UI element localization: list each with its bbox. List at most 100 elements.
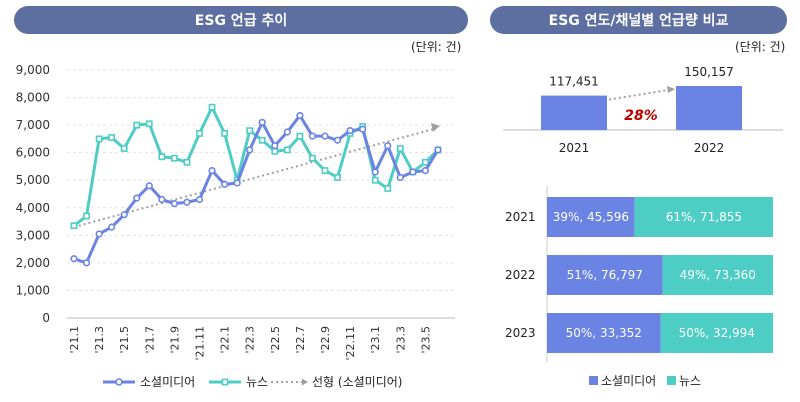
- x-tick-label: '21.9: [168, 326, 181, 354]
- growth-arrow-head: [667, 86, 675, 93]
- bar-value-label: 150,157: [684, 65, 734, 79]
- y-tick-label: 2,000: [16, 256, 50, 270]
- data-point: [296, 111, 304, 120]
- year-bar: [541, 95, 607, 130]
- data-point: [384, 142, 392, 150]
- left-unit-label: (단위: 건): [411, 40, 462, 54]
- year-bar: [676, 86, 742, 130]
- right-panel-title: ESG 연도/채널별 언급량 비교: [490, 6, 787, 34]
- data-point: [359, 125, 367, 133]
- stack-label-news: 61%, 71,855: [666, 210, 742, 224]
- x-tick-label: '22.1: [219, 326, 232, 354]
- y-tick-label: 5,000: [16, 173, 50, 187]
- data-point: [133, 121, 141, 129]
- data-point: [195, 195, 204, 204]
- stack-label-news: 49%, 73,360: [680, 268, 756, 282]
- x-tick-label: '23.1: [369, 326, 382, 354]
- data-point: [421, 166, 430, 175]
- x-tick-label: '22.3: [244, 326, 257, 354]
- data-point: [346, 127, 354, 135]
- trend-arrow: [430, 122, 440, 132]
- stack-label-news: 50%, 32,994: [679, 326, 755, 340]
- stack-segment-news: [660, 313, 773, 353]
- bar-category-label: 2021: [559, 141, 590, 155]
- data-point: [321, 167, 329, 174]
- stack-category-label: 2021: [505, 210, 536, 224]
- left-panel-title: ESG 언급 추이: [14, 6, 468, 34]
- data-point: [333, 136, 342, 144]
- legend-stack-social-swatch: [589, 376, 598, 385]
- legend-stack-social-label: 소셜미디어: [601, 374, 656, 388]
- y-tick-label: 0: [42, 311, 50, 325]
- data-point: [434, 146, 442, 154]
- legend-news-label: 뉴스: [246, 375, 268, 389]
- data-point: [108, 134, 116, 141]
- data-point: [409, 168, 417, 176]
- stack-segment-social: [547, 313, 661, 353]
- data-point: [83, 212, 90, 220]
- data-point: [82, 259, 91, 267]
- right-unit-label: (단위: 건): [735, 40, 786, 54]
- stack-segment-social: [547, 255, 663, 295]
- data-point: [70, 255, 78, 263]
- stack-label-social: 51%, 76,797: [567, 268, 643, 282]
- data-point: [271, 142, 279, 150]
- growth-arrow-line: [608, 89, 669, 101]
- legend-social-label: 소셜미디어: [140, 375, 195, 389]
- data-point: [296, 132, 304, 140]
- data-point: [70, 222, 78, 230]
- data-point: [120, 211, 128, 219]
- data-point: [120, 145, 128, 152]
- x-tick-label: '21.5: [118, 326, 131, 354]
- data-point: [183, 198, 191, 206]
- data-point: [221, 180, 229, 188]
- data-point: [308, 132, 317, 140]
- data-point: [208, 103, 216, 111]
- x-tick-label: '21.1: [68, 326, 81, 354]
- x-tick-label: '22.11: [344, 326, 357, 361]
- data-point: [283, 128, 291, 136]
- stack-category-label: 2023: [505, 326, 536, 340]
- data-point: [221, 129, 228, 137]
- x-tick-label: '21.11: [194, 326, 207, 361]
- x-tick-label: '22.5: [269, 326, 282, 354]
- stack-label-social: 50%, 33,352: [566, 326, 642, 340]
- data-point: [271, 147, 279, 155]
- data-point: [258, 136, 266, 144]
- data-point: [145, 182, 153, 190]
- legend-news-marker: [221, 378, 229, 386]
- data-point: [233, 179, 241, 187]
- data-point: [145, 120, 153, 128]
- stack-label-social: 39%, 45,596: [553, 210, 629, 224]
- data-point: [246, 146, 254, 154]
- data-point: [421, 158, 429, 166]
- bar-value-label: 117,451: [549, 75, 599, 89]
- data-point: [371, 176, 379, 184]
- stack-segment-news: [634, 197, 773, 237]
- data-point: [396, 145, 404, 152]
- data-point: [309, 154, 316, 162]
- x-tick-label: '21.3: [93, 326, 106, 354]
- y-tick-label: 1,000: [16, 283, 50, 297]
- data-point: [196, 129, 203, 137]
- data-point: [133, 194, 141, 202]
- x-tick-label: '22.7: [294, 326, 307, 354]
- y-tick-label: 8,000: [16, 91, 50, 105]
- data-point: [171, 154, 178, 162]
- data-point: [208, 166, 216, 175]
- data-point: [371, 168, 379, 176]
- data-point: [258, 118, 266, 126]
- data-point: [384, 185, 392, 192]
- x-tick-label: '23.5: [419, 326, 432, 354]
- data-point: [170, 200, 178, 208]
- y-tick-label: 6,000: [16, 146, 50, 160]
- legend-trend-label: 선형 (소셜미디어): [312, 375, 402, 389]
- legend-stack-news-label: 뉴스: [679, 374, 701, 388]
- legend-social-marker: [115, 378, 123, 386]
- y-tick-label: 9,000: [16, 63, 50, 77]
- stack-category-label: 2022: [505, 268, 536, 282]
- data-point: [396, 173, 404, 182]
- stack-segment-social: [547, 197, 635, 237]
- x-tick-label: '21.7: [143, 326, 156, 354]
- growth-label: 28%: [624, 108, 658, 124]
